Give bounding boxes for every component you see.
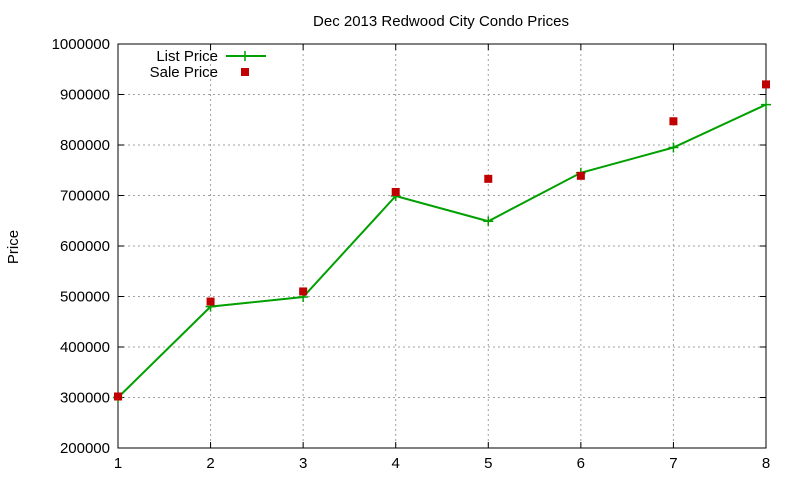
x-tick-label: 5 — [484, 455, 492, 472]
x-tick-label: 4 — [392, 455, 400, 472]
legend-label: List Price — [156, 48, 218, 65]
series-line-list-price — [117, 103, 767, 399]
data-point-sale-price — [669, 117, 678, 126]
x-tick-label: 7 — [669, 455, 677, 472]
data-point-list-price — [483, 216, 494, 227]
data-point-sale-price — [391, 187, 400, 196]
x-tick-label: 3 — [299, 455, 307, 472]
x-tick-label: 1 — [114, 455, 122, 472]
y-tick-label: 500000 — [60, 289, 110, 306]
data-point-list-price — [668, 142, 679, 153]
chart-title: Dec 2013 Redwood City Condo Prices — [313, 13, 569, 30]
y-axis-label: Price — [5, 230, 22, 264]
legend-label: Sale Price — [150, 64, 218, 81]
y-tick-label: 300000 — [60, 390, 110, 407]
y-tick-label: 700000 — [60, 188, 110, 205]
x-tick-label: 8 — [762, 455, 770, 472]
axes: 1 2 3 4 5 6 7 8 200000 300000 400000 500000 600000 70… — [52, 36, 771, 472]
y-tick-label: 400000 — [60, 339, 110, 356]
data-point-sale-price — [762, 80, 770, 89]
legend-swatch-sale-price — [241, 68, 249, 76]
data-point-sale-price — [299, 287, 308, 296]
data-point-sale-price — [114, 392, 122, 401]
data-point-sale-price — [576, 171, 585, 180]
y-tick-label: 600000 — [60, 238, 110, 255]
data-point-sale-price — [484, 174, 493, 183]
data-point-sale-price — [206, 297, 215, 306]
series — [113, 80, 771, 403]
y-tick-label: 900000 — [60, 87, 110, 104]
y-tick-label: 200000 — [60, 440, 110, 457]
y-tick-label: 800000 — [60, 137, 110, 154]
data-point-list-price — [761, 99, 771, 110]
y-tick-label: 1000000 — [52, 36, 110, 53]
x-tick-label: 6 — [577, 455, 585, 472]
legend-marker-list-price — [240, 51, 250, 61]
x-tick-label: 2 — [206, 455, 214, 472]
grid — [118, 44, 766, 448]
